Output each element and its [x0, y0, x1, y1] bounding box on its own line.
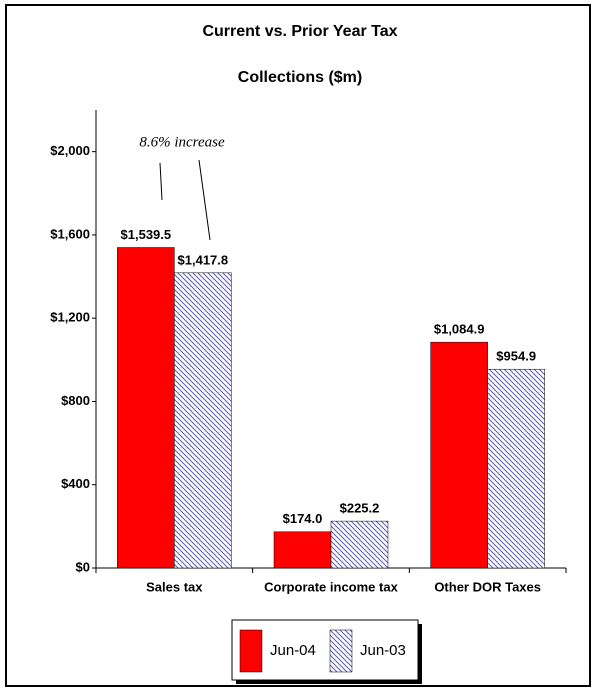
chart-title: Current vs. Prior Year Tax: [202, 23, 397, 40]
legend-swatch: [239, 629, 263, 673]
y-tick-label: $1,200: [50, 310, 90, 325]
bar: [273, 531, 332, 569]
annotation-line: [198, 159, 211, 241]
value-label: $225.2: [340, 501, 380, 516]
bar: [330, 520, 389, 569]
bar: [174, 272, 232, 569]
value-label: $174.0: [283, 511, 323, 526]
bar: [117, 247, 175, 569]
annotation-line: [159, 162, 163, 201]
legend: [231, 619, 419, 681]
y-tick-label: $2,000: [50, 143, 90, 158]
value-label: $954.9: [496, 349, 536, 364]
legend-swatch: [329, 629, 353, 673]
bar: [430, 341, 488, 569]
x-tick-label: Sales tax: [146, 579, 203, 594]
chart-title: Collections ($m): [238, 69, 362, 86]
bar: [487, 368, 545, 569]
x-tick-label: Other DOR Taxes: [434, 579, 541, 594]
legend-text: Jun-04: [270, 642, 316, 659]
frame: [5, 4, 591, 687]
annotation: 8.6% increase: [139, 134, 225, 150]
legend-text: Jun-03: [360, 642, 406, 659]
value-label: $1,417.8: [178, 252, 229, 267]
y-tick-label: $800: [61, 393, 90, 408]
y-tick-label: $1,600: [50, 226, 90, 241]
y-tick-label: $0: [76, 559, 90, 574]
value-label: $1,084.9: [434, 322, 485, 337]
y-tick-label: $400: [61, 476, 90, 491]
x-tick-label: Corporate income tax: [264, 579, 398, 594]
value-label: $1,539.5: [121, 227, 172, 242]
